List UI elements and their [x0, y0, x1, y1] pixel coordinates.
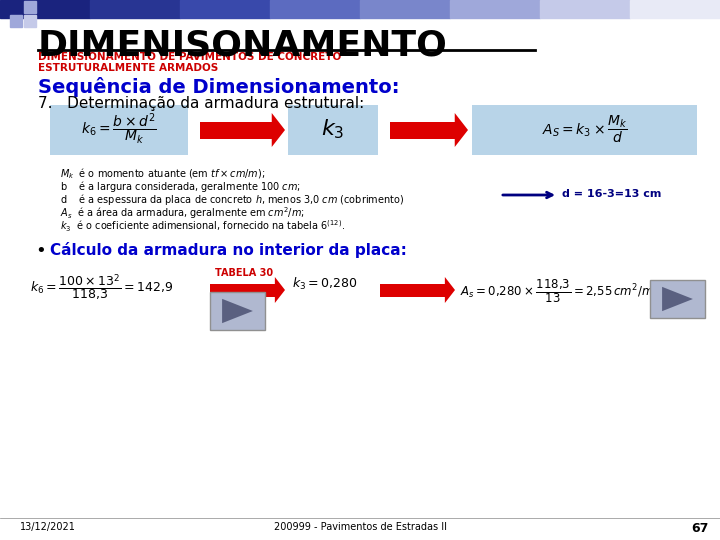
Bar: [50, 105, 188, 155]
Bar: [472, 105, 697, 155]
Bar: [390, 122, 456, 138]
Bar: [288, 105, 378, 155]
Bar: [380, 284, 446, 296]
Bar: [10, 1, 22, 13]
Text: Cálculo da armadura no interior da placa:: Cálculo da armadura no interior da placa…: [50, 242, 407, 258]
Text: ESTRUTURALMENTE ARMADOS: ESTRUTURALMENTE ARMADOS: [38, 63, 218, 73]
Text: DIMENISONAMENTO: DIMENISONAMENTO: [38, 28, 448, 62]
Polygon shape: [275, 277, 285, 303]
Text: $M_k$  é o momento atuante (em $tf\times cm/m$);: $M_k$ é o momento atuante (em $tf\times …: [60, 166, 265, 180]
Bar: [360, 0, 450, 18]
Text: $k_6 = \dfrac{b \times d^2}{M_k}$: $k_6 = \dfrac{b \times d^2}{M_k}$: [81, 111, 157, 147]
Polygon shape: [271, 113, 285, 147]
Polygon shape: [662, 287, 693, 311]
Bar: [540, 0, 630, 18]
Bar: [450, 0, 540, 18]
Polygon shape: [222, 299, 253, 323]
Text: 67: 67: [691, 522, 708, 535]
Bar: [0, 0, 90, 18]
Text: $k_3$  é o coeficiente adimensional, fornecido na tabela 6$^{(12)}$.: $k_3$ é o coeficiente adimensional, forn…: [60, 218, 345, 234]
Polygon shape: [455, 113, 468, 147]
Polygon shape: [445, 277, 455, 303]
Bar: [24, 15, 36, 27]
Bar: [180, 0, 270, 18]
Text: b    é a largura considerada, geralmente 100 $cm$;: b é a largura considerada, geralmente 10…: [60, 179, 301, 194]
Bar: [200, 122, 273, 138]
Bar: [10, 15, 22, 27]
Text: 7.   Determinação da armadura estrutural:: 7. Determinação da armadura estrutural:: [38, 96, 364, 111]
Text: d = 16-3=13 cm: d = 16-3=13 cm: [562, 189, 662, 199]
Bar: [90, 0, 180, 18]
Bar: [650, 280, 705, 318]
Text: Sequência de Dimensionamento:: Sequência de Dimensionamento:: [38, 77, 400, 97]
Text: $A_S = k_3 \times \dfrac{M_k}{d}$: $A_S = k_3 \times \dfrac{M_k}{d}$: [541, 113, 627, 145]
Text: TABELA 30: TABELA 30: [215, 268, 273, 278]
Text: $A_s$  é a área da armadura, geralmente em $cm^2/m$;: $A_s$ é a área da armadura, geralmente e…: [60, 205, 305, 221]
Text: $k_6 = \dfrac{100 \times 13^2}{118{,}3} = 142{,}9$: $k_6 = \dfrac{100 \times 13^2}{118{,}3} …: [30, 272, 174, 302]
Text: DIMENSIONAMENTO DE PAVIMENTOS DE CONCRETO: DIMENSIONAMENTO DE PAVIMENTOS DE CONCRET…: [38, 52, 341, 62]
Text: d    é a espessura da placa de concreto $h$, menos 3,0 $cm$ (cobrimento): d é a espessura da placa de concreto $h$…: [60, 192, 404, 207]
Text: •: •: [35, 242, 46, 260]
Text: $A_s = 0{,}280 \times \dfrac{118{,}3}{13} = 2{,}55\,cm^2/m$: $A_s = 0{,}280 \times \dfrac{118{,}3}{13…: [460, 278, 654, 305]
Text: 200999 - Pavimentos de Estradas II: 200999 - Pavimentos de Estradas II: [274, 522, 446, 532]
Bar: [270, 0, 360, 18]
Text: 13/12/2021: 13/12/2021: [20, 522, 76, 532]
Text: $k_3$: $k_3$: [321, 117, 345, 141]
Text: $k_3 = 0{,}280$: $k_3 = 0{,}280$: [292, 276, 357, 292]
Bar: [24, 1, 36, 13]
Bar: [210, 292, 265, 330]
Bar: [210, 284, 276, 296]
Bar: [630, 0, 720, 18]
